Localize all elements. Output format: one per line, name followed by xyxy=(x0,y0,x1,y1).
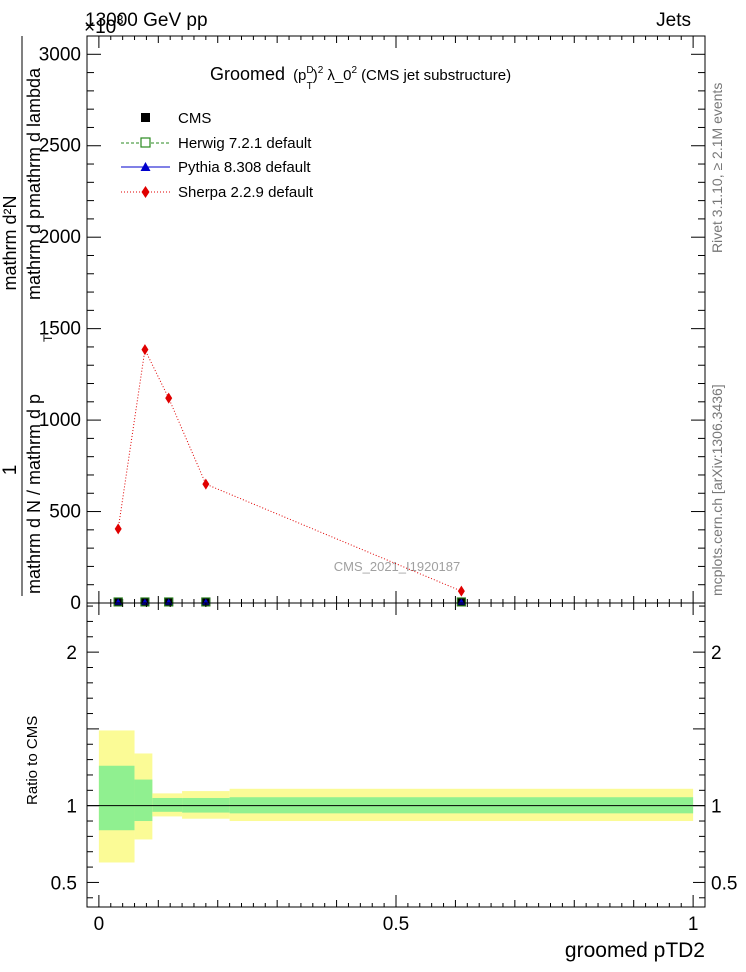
ylabel-denominator: mathrm d N / mathrm d p xyxy=(24,394,44,594)
legend-herwig-marker xyxy=(140,137,151,148)
herwig-point xyxy=(164,597,174,607)
sherpa-point xyxy=(202,478,210,490)
legend-sherpa-marker xyxy=(141,186,150,198)
herwig-point xyxy=(456,597,466,607)
mcplots-info: mcplots.cern.ch [arXiv:1306.3436] xyxy=(709,384,725,596)
legend-herwig-label: Herwig 7.2.1 default xyxy=(178,135,312,152)
rivet-info: Rivet 3.1.10, ≥ 2.1M events xyxy=(709,83,725,253)
ylabel-denominator-mid: mathrm d p xyxy=(24,209,44,300)
title-sub-t: T xyxy=(307,81,313,92)
legend-pythia-label: Pythia 8.308 default xyxy=(178,159,311,176)
sherpa-line xyxy=(117,348,462,592)
x-tick-label: 0.5 xyxy=(383,914,409,935)
y-tick-label: 2500 xyxy=(39,136,81,157)
ratio-y-axis: 0.5 0.5 1 1 2 2 xyxy=(51,605,737,899)
exponent-base: ×10 xyxy=(84,17,116,38)
ratio-panel-frame xyxy=(86,602,706,908)
main-y-axis-label: 1 mathrm d²N mathrm d N / mathrm d p mat… xyxy=(0,36,55,596)
main-x-ticks xyxy=(98,36,694,603)
title-sup-d: D xyxy=(306,65,313,76)
legend: CMS Herwig 7.2.1 default Pythia 8.308 de… xyxy=(121,110,314,201)
title-close: ) xyxy=(313,67,318,84)
y-tick-label: 1500 xyxy=(39,319,81,340)
ratio-uncertainty-bands xyxy=(98,730,694,863)
title-lambda-pow: 2 xyxy=(352,65,358,76)
x-tick-label: 1 xyxy=(688,914,699,935)
ratio-y-tick-label: 0.5 xyxy=(51,873,77,894)
legend-pythia-marker xyxy=(140,162,151,171)
sherpa-point xyxy=(141,344,149,356)
x-axis-label: groomed pTD2 xyxy=(565,939,705,962)
exponent-label: ×103 xyxy=(84,12,123,38)
ratio-y-tick-label: 1 xyxy=(66,797,77,818)
plot-title: Groomed (pD T)2 λ_02 (CMS jet substructure) xyxy=(210,64,511,92)
ratio-band-inner xyxy=(152,797,183,812)
ratio-x-axis: 0 0.5 1 xyxy=(94,603,699,935)
y-tick-label: 500 xyxy=(49,502,81,523)
y-tick-label: 2000 xyxy=(39,227,81,248)
ratio-y-tick-label: 1 xyxy=(711,797,722,818)
sherpa-point xyxy=(114,523,122,535)
sherpa-point xyxy=(457,585,465,597)
legend-cms-marker xyxy=(141,113,150,122)
legend-sherpa-label: Sherpa 2.2.9 default xyxy=(178,184,314,201)
y-tick-label: 3000 xyxy=(39,44,81,65)
collision-energy-label: 13000 GeV pp xyxy=(85,10,208,31)
ylabel-one: 1 xyxy=(0,465,21,476)
title-lambda: λ_0 xyxy=(327,67,351,84)
x-tick-label: 0 xyxy=(94,914,105,935)
ratio-y-tick-label: 2 xyxy=(711,643,722,664)
jets-label: Jets xyxy=(656,10,691,31)
exponent-power: 3 xyxy=(116,12,123,27)
ratio-band-inner xyxy=(134,779,153,822)
ratio-y-axis-label: Ratio to CMS xyxy=(24,716,41,805)
y-tick-label: 1000 xyxy=(39,410,81,431)
title-pow2: 2 xyxy=(318,65,324,76)
ylabel-subscript-t: T xyxy=(41,334,55,342)
ylabel-denominator-right: mathrm d lambda xyxy=(24,67,44,208)
main-series xyxy=(113,344,466,607)
herwig-point xyxy=(113,597,123,607)
herwig-point xyxy=(140,597,150,607)
ylabel-top: mathrm d²N xyxy=(0,195,20,290)
legend-cms-label: CMS xyxy=(178,110,211,127)
ratio-y-tick-label: 2 xyxy=(66,643,77,664)
y-tick-label: 0 xyxy=(70,593,81,614)
title-p: (p xyxy=(293,67,306,84)
title-suffix: (CMS jet substructure) xyxy=(361,67,511,84)
analysis-watermark: CMS_2021_I1920187 xyxy=(334,559,461,574)
title-prefix: Groomed xyxy=(210,64,285,84)
ratio-band-inner xyxy=(98,765,135,831)
ratio-y-tick-label: 0.5 xyxy=(711,873,737,894)
sherpa-point xyxy=(165,392,173,404)
main-y-axis: 0 500 1000 1500 2000 2500 3000 xyxy=(39,35,705,614)
